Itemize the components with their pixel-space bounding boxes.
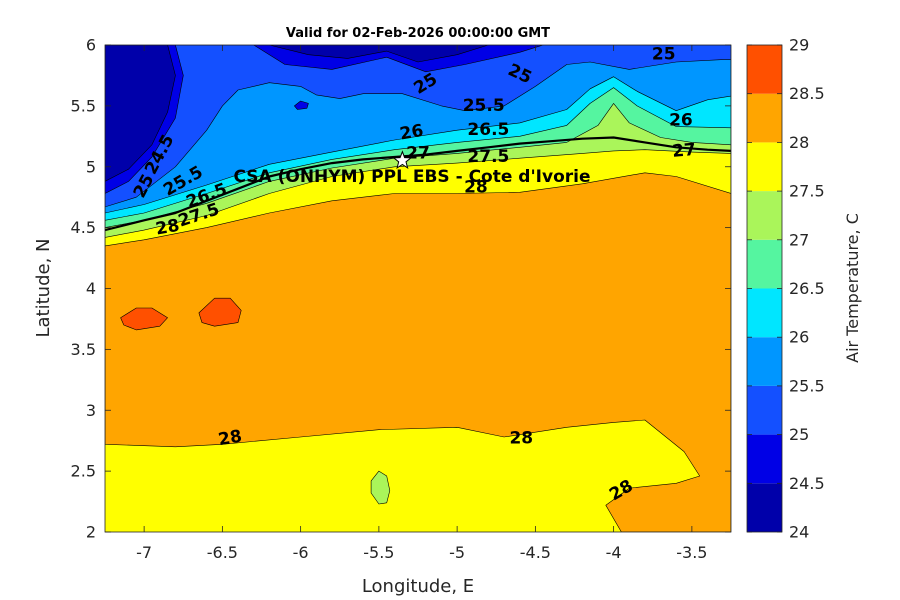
x-tick-label-7: -3.5: [676, 543, 707, 562]
colorbar-tick-label-10: 29: [789, 36, 809, 55]
contour-band-24-11: [268, 45, 489, 63]
y-tick-label-1: 2.5: [71, 462, 96, 481]
colorbar: 24 24.5 25 25.5 26 26.5 27 27.5 28 28.5 29: [746, 36, 825, 542]
contour-label-8: 25: [652, 45, 676, 65]
x-tick-label-2: -6: [293, 543, 309, 562]
contour-label-13: 27: [406, 143, 430, 163]
contour-label-11: 26.5: [467, 120, 509, 140]
y-tick-label-2: 3: [86, 401, 96, 420]
y-tick-label-5: 4.5: [71, 218, 96, 237]
x-axis-ticks: -7 -6.5 -6 -5.5 -5 -4.5 -4 -3.5: [136, 45, 707, 562]
contour-label-9: 25.5: [463, 96, 505, 116]
colorbar-swatch-6: [747, 191, 782, 240]
y-axis-ticks: 2 2.5 3 3.5 4 4.5 5 5.5 6: [71, 36, 731, 542]
y-tick-label-8: 6: [86, 36, 96, 55]
x-tick-label-1: -6.5: [207, 543, 238, 562]
chart-title: Valid for 02-Feb-2026 00:00:00 GMT: [286, 26, 550, 41]
contour-band-28-5-13: [198, 297, 242, 327]
colorbar-tick-label-2: 25: [789, 425, 809, 444]
contour-band-27-14: [370, 470, 391, 505]
colorbar-swatch-0: [747, 483, 782, 532]
colorbar-tick-label-6: 27: [789, 230, 809, 249]
site-star-icon: [392, 150, 413, 170]
y-tick-label-3: 3.5: [71, 340, 96, 359]
x-tick-label-5: -4.5: [520, 543, 551, 562]
colorbar-tick-label-7: 27.5: [789, 182, 825, 201]
contour-label-16: 28: [464, 177, 488, 197]
x-tick-label-0: -7: [136, 543, 152, 562]
y-axis-label: Latitude, N: [33, 239, 54, 338]
x-axis-label: Longitude, E: [362, 576, 474, 597]
contour-label-5: 28: [154, 216, 181, 240]
colorbar-swatch-5: [747, 239, 782, 289]
y-tick-label-7: 5.5: [71, 96, 96, 115]
colorbar-swatch-3: [747, 337, 782, 386]
contour-band-24-5-9: [294, 100, 309, 110]
colorbar-tick-label-3: 25.5: [789, 376, 825, 395]
y-tick-label-0: 2: [86, 523, 96, 542]
colorbar-tick-label-8: 28: [789, 133, 809, 152]
contour-band-24-10: [105, 45, 176, 182]
y-tick-label-6: 5: [86, 157, 96, 176]
coastline: [105, 136, 731, 232]
colorbar-swatch-1: [747, 434, 782, 484]
colorbar-tick-label-1: 24.5: [789, 474, 825, 493]
contour-label-14: 27.5: [467, 147, 509, 167]
x-tick-label-3: -5.5: [363, 543, 394, 562]
site-annotation: CSA (ONHYM) PPL EBS - Cote d'Ivorie: [233, 167, 590, 187]
colorbar-swatch-9: [747, 45, 782, 94]
colorbar-swatch-4: [747, 288, 782, 338]
colorbar-swatch-2: [747, 385, 782, 435]
coastline-line: [105, 136, 731, 232]
contour-label-18: 28: [509, 428, 533, 448]
contour-label-12: 26: [669, 111, 693, 131]
site-marker: CSA (ONHYM) PPL EBS - Cote d'Ivorie: [233, 150, 591, 187]
colorbar-tick-label-4: 26: [789, 328, 809, 347]
colorbar-tick-label-0: 24: [789, 523, 809, 542]
contour-label-15: 27: [671, 140, 696, 162]
colorbar-tick-label-5: 26.5: [789, 279, 825, 298]
colorbar-tick-label-9: 28.5: [789, 84, 825, 103]
colorbar-swatch-8: [747, 93, 782, 143]
x-tick-label-6: -4: [606, 543, 622, 562]
x-tick-label-4: -5: [449, 543, 465, 562]
contour-label-10: 26: [398, 121, 425, 145]
contour-bands: [105, 45, 731, 532]
contour-band-28-5-12: [120, 307, 168, 331]
colorbar-label: Air Temperature, C: [843, 213, 862, 363]
contour-label-17: 28: [217, 426, 244, 450]
contour-band-25-5-5: [105, 45, 731, 214]
y-tick-label-4: 4: [86, 279, 96, 298]
colorbar-swatch-7: [747, 142, 782, 192]
